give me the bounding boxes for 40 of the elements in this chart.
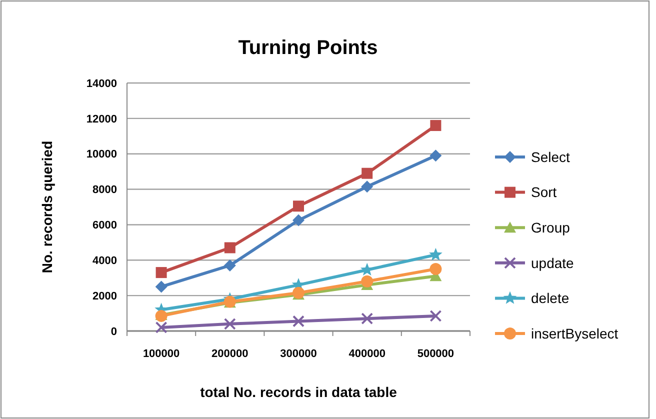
point [429,248,442,260]
point [430,263,442,275]
y-tick-label: 2000 [92,290,117,302]
point [156,267,167,278]
x-tick-label: 100000 [142,348,180,360]
point [155,321,168,334]
x-tick-label: 400000 [348,348,386,360]
legend-label: insertByselect [531,325,618,342]
point [293,200,304,212]
legend-label: delete [531,290,570,306]
y-tick-label: 14000 [86,78,117,90]
point [155,280,168,293]
point [224,318,236,330]
x-tick-label: 200000 [212,348,248,360]
x-tick-label: 300000 [280,348,317,360]
point [224,242,236,254]
legend-label: update [531,254,574,271]
point [430,150,442,162]
legend-label: Select [531,148,570,165]
x-axis-title: total No. records in data table [200,384,398,400]
point [292,214,304,226]
point [361,275,374,288]
point [224,259,236,272]
point [430,310,442,322]
y-tick-label: 0 [110,326,117,338]
x-tick-label: 500000 [417,348,454,360]
y-tick-label: 4000 [92,254,117,267]
point [362,168,373,179]
legend-label: Group [531,220,570,236]
chart-title: Turning Points [238,37,378,59]
y-tick-label: 12000 [86,113,117,126]
y-tick-label: 8000 [92,184,117,196]
y-tick-label: 6000 [92,220,117,232]
legend-label: Sort [531,184,557,200]
point [292,315,304,328]
point [430,120,442,132]
point [361,312,374,325]
y-tick-label: 10000 [86,148,117,161]
point [361,180,374,193]
y-axis-title: No. records queried [39,140,55,274]
